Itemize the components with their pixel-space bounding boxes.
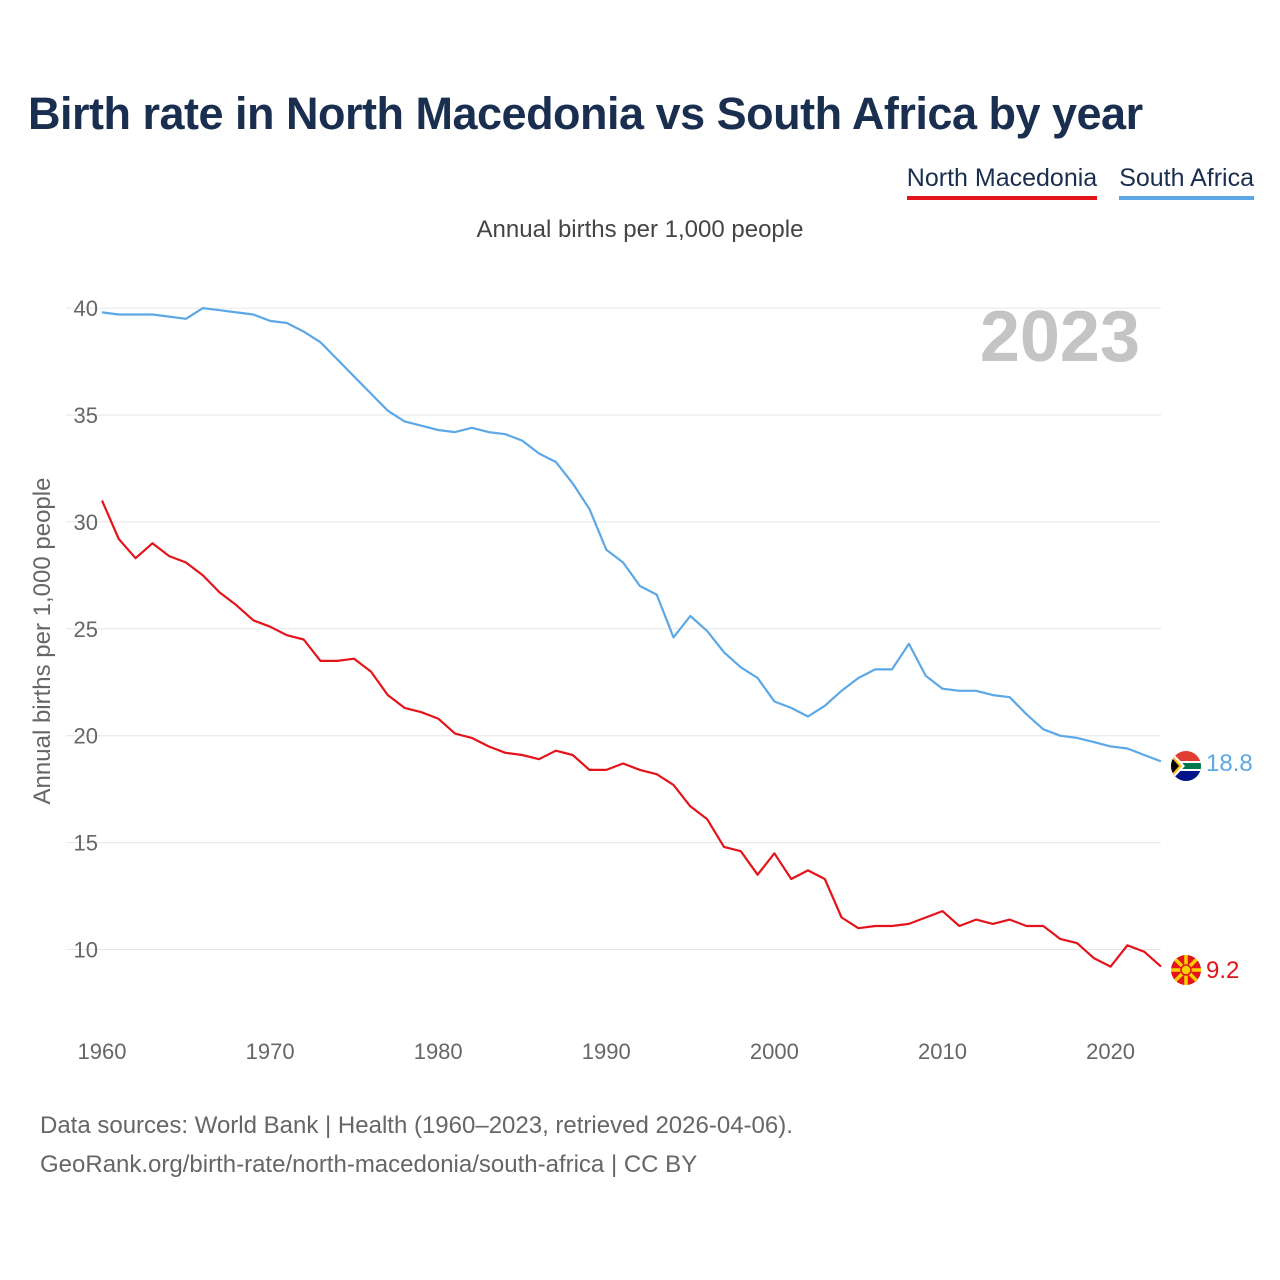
y-tick-label: 25 — [74, 617, 98, 642]
chart-subtitle: Annual births per 1,000 people — [476, 216, 804, 243]
legend-item-south-africa[interactable]: South Africa — [1119, 164, 1254, 200]
x-tick-label: 2000 — [750, 1039, 799, 1064]
legend-item-north-macedonia[interactable]: North Macedonia — [906, 164, 1098, 200]
x-tick-label: 1980 — [414, 1039, 463, 1064]
y-axis-ticks: 10 15 20 25 30 35 40 — [74, 296, 98, 962]
footer: Data sources: World Bank | Health (1960–… — [40, 1106, 793, 1184]
chart-title: Birth rate in North Macedonia vs South A… — [28, 88, 1143, 139]
source-url[interactable]: GeoRank.org/birth-rate/north-macedonia/s… — [40, 1151, 698, 1178]
north-macedonia-flag-icon — [1171, 955, 1201, 985]
legend: North Macedonia South Africa — [906, 164, 1254, 200]
y-tick-label: 15 — [74, 831, 98, 856]
north-macedonia-end-value: 9.2 — [1206, 957, 1239, 984]
x-tick-label: 2020 — [1086, 1039, 1135, 1064]
x-tick-label: 1990 — [582, 1039, 631, 1064]
x-tick-label: 2010 — [918, 1039, 967, 1064]
x-tick-label: 1970 — [246, 1039, 295, 1064]
y-axis-label: Annual births per 1,000 people — [29, 478, 56, 805]
south-africa-flag-icon — [1171, 751, 1201, 781]
y-tick-label: 35 — [74, 403, 98, 428]
y-tick-label: 30 — [74, 510, 98, 535]
south-africa-end-value: 18.8 — [1206, 750, 1253, 777]
series-line-south-africa[interactable] — [101, 307, 1162, 763]
x-axis-ticks: 1960 1970 1980 1990 2000 2010 2020 — [78, 1039, 1136, 1064]
data-source-note: Data sources: World Bank | Health (1960–… — [40, 1112, 793, 1139]
gridlines — [66, 307, 1161, 951]
x-tick-label: 1960 — [78, 1039, 127, 1064]
year-watermark: 2023 — [980, 297, 1140, 377]
y-tick-label: 10 — [74, 938, 98, 963]
series-line-north-macedonia[interactable] — [100, 500, 1162, 968]
y-tick-label: 40 — [74, 296, 98, 321]
y-tick-label: 20 — [74, 724, 98, 749]
series-lines — [100, 307, 1162, 968]
